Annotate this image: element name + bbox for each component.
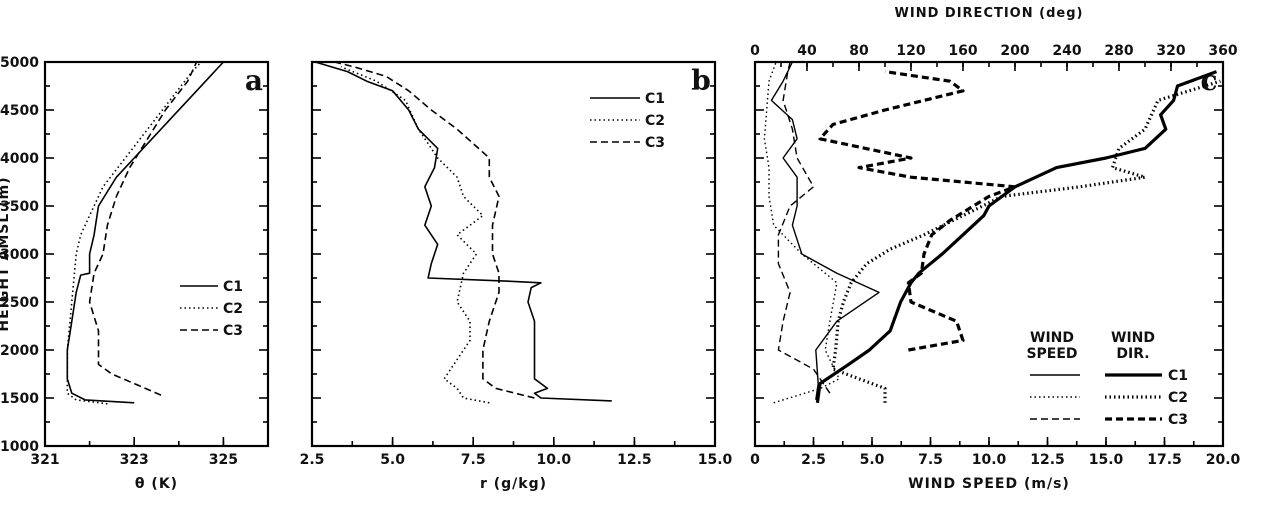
panel-letter-a: a bbox=[245, 64, 263, 97]
x-tick-label: 7.5 bbox=[918, 452, 943, 468]
panel-c-frame bbox=[753, 60, 1225, 448]
x-tick-label: 20.0 bbox=[1206, 452, 1241, 468]
panel-a-frame bbox=[43, 60, 270, 448]
y-tick-label: 5000 bbox=[0, 55, 39, 71]
x-tick-label: 7.5 bbox=[461, 452, 486, 468]
x-tick-label: 10.0 bbox=[972, 452, 1007, 468]
y-tick-label: 2500 bbox=[0, 295, 39, 311]
x2-tick-label: 320 bbox=[1156, 43, 1185, 59]
x2-axis-label: WIND DIRECTION (deg) bbox=[895, 6, 1084, 21]
x2-tick-label: 160 bbox=[948, 43, 977, 59]
x2-tick-label: 280 bbox=[1104, 43, 1133, 59]
x2-tick-label: 40 bbox=[797, 43, 817, 59]
x-tick-label: 12.5 bbox=[617, 452, 652, 468]
x-axis-label: θ (K) bbox=[135, 476, 178, 492]
legend-header-dir-2: DIR. bbox=[1116, 346, 1149, 362]
speed-line-c3 bbox=[777, 61, 831, 394]
legend-label-c3: C3 bbox=[223, 323, 243, 339]
x-tick-label: 15.0 bbox=[1089, 452, 1124, 468]
x-tick-label: 12.5 bbox=[1030, 452, 1065, 468]
series-line-c2 bbox=[66, 61, 202, 405]
y-tick-label: 3000 bbox=[0, 247, 39, 263]
x2-tick-label: 360 bbox=[1208, 43, 1237, 59]
legend-label-c1: C1 bbox=[223, 279, 243, 295]
legend-label-c3: C3 bbox=[645, 135, 665, 151]
legend-label-c2: C2 bbox=[1168, 390, 1188, 406]
series-line-c1 bbox=[66, 61, 224, 404]
x-tick-label: 5.0 bbox=[380, 452, 405, 468]
x-tick-label: 2.5 bbox=[300, 452, 325, 468]
x-tick-label: 2.5 bbox=[801, 452, 826, 468]
x2-tick-label: 240 bbox=[1052, 43, 1081, 59]
series-line-c2 bbox=[340, 66, 490, 404]
series-line-c3 bbox=[88, 61, 198, 396]
y-axis-label: HEIGHT AMSL (m) bbox=[0, 176, 12, 331]
x-tick-label: 5.0 bbox=[860, 452, 885, 468]
x2-tick-label: 80 bbox=[849, 43, 869, 59]
speed-line-c2 bbox=[763, 61, 840, 404]
panel-letter-c: c bbox=[1200, 64, 1217, 97]
legend-label-c3: C3 bbox=[1168, 412, 1188, 428]
x-tick-label: 0 bbox=[750, 452, 760, 468]
legend-label-c1: C1 bbox=[1168, 368, 1188, 384]
y-tick-label: 3500 bbox=[0, 199, 39, 215]
panel-c: 0 2.5 5.0 7.5 10.0 12.5 15.0 17.5 20.0 0 40 80 120 16… bbox=[750, 6, 1240, 492]
y-tick-label: 4500 bbox=[0, 103, 39, 119]
speed-line-c1 bbox=[770, 61, 880, 401]
y-tick-label: 1000 bbox=[0, 439, 39, 455]
y-tick-label: 1500 bbox=[0, 391, 39, 407]
series-line-c1 bbox=[314, 61, 612, 402]
y-tick-label: 4000 bbox=[0, 151, 39, 167]
x-tick-label: 325 bbox=[209, 452, 238, 468]
legend-header-speed-2: SPEED bbox=[1026, 346, 1077, 362]
x2-tick-label: 120 bbox=[896, 43, 925, 59]
legend-label-c2: C2 bbox=[645, 113, 665, 129]
legend-label-c1: C1 bbox=[645, 91, 665, 107]
x-tick-label: 323 bbox=[120, 452, 149, 468]
panel-b: 2.5 5.0 7.5 10.0 12.5 15.0 r (g/kg) b C1 C2 C3 bbox=[300, 60, 733, 492]
x-axis-label: WIND SPEED (m/s) bbox=[908, 476, 1070, 492]
legend-header-speed-1: WIND bbox=[1030, 330, 1074, 346]
x-axis-label: r (g/kg) bbox=[480, 476, 547, 492]
legend-header-dir-1: WIND bbox=[1111, 330, 1155, 346]
direction-line-c3 bbox=[818, 70, 1017, 352]
x-tick-label: 321 bbox=[30, 452, 59, 468]
x-tick-label: 15.0 bbox=[698, 452, 733, 468]
direction-line-c1 bbox=[815, 70, 1218, 404]
x-tick-label: 17.5 bbox=[1147, 452, 1182, 468]
x-tick-label: 10.0 bbox=[537, 452, 572, 468]
series-line-c3 bbox=[334, 61, 535, 399]
legend-label-c2: C2 bbox=[223, 301, 243, 317]
panel-a: 1000 1500 2000 2500 3000 3500 4000 4500 5000 321 3… bbox=[0, 55, 270, 492]
x2-tick-label: 0 bbox=[750, 43, 760, 59]
panel-letter-b: b bbox=[691, 64, 711, 97]
y-tick-label: 2000 bbox=[0, 343, 39, 359]
x2-tick-label: 200 bbox=[1000, 43, 1029, 59]
